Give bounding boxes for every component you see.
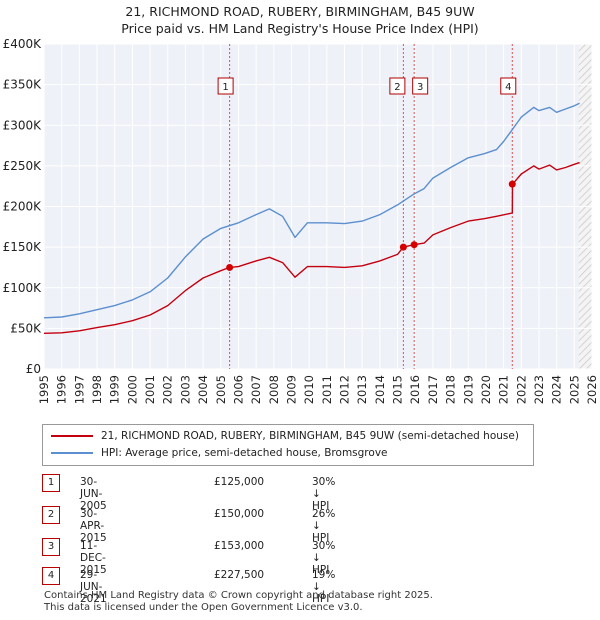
sale-hpi-diff: 30% ↓ HPI <box>312 540 336 576</box>
sale-hpi-diff: 30% ↓ HPI <box>312 476 336 512</box>
sale-number-label: 1 <box>222 82 228 93</box>
x-tick-label: 1996 <box>55 375 69 404</box>
sale-number-badge: 4 <box>42 567 60 585</box>
legend-swatch-price-paid <box>51 435 93 437</box>
sale-price: £125,000 <box>214 476 265 488</box>
legend-item-hpi: HPI: Average price, semi-detached house,… <box>51 447 388 459</box>
x-tick-label: 1999 <box>108 375 122 404</box>
legend-label-price-paid: 21, RICHMOND ROAD, RUBERY, BIRMINGHAM, B… <box>101 430 519 442</box>
x-tick-label: 2015 <box>391 375 405 404</box>
x-tick-label: 2006 <box>231 375 245 404</box>
chart-title: 21, RICHMOND ROAD, RUBERY, BIRMINGHAM, B… <box>125 4 475 19</box>
x-tick-label: 2010 <box>302 375 316 404</box>
sale-date: 11-DEC-2015 <box>80 540 107 576</box>
x-tick-label: 2021 <box>497 375 511 404</box>
sale-price: £150,000 <box>214 508 265 520</box>
sale-number-badge: 3 <box>42 538 60 556</box>
x-tick-label: 2016 <box>408 375 422 404</box>
y-tick-label: £50K <box>10 321 42 335</box>
chart-legend: 21, RICHMOND ROAD, RUBERY, BIRMINGHAM, B… <box>42 424 534 466</box>
x-tick-label: 2026 <box>585 375 599 404</box>
sale-number-box <box>389 77 406 95</box>
sale-price: £227,500 <box>214 569 265 581</box>
sale-number-box <box>500 77 517 95</box>
sale-point <box>508 180 516 188</box>
footer-attribution: Contains HM Land Registry data © Crown c… <box>44 590 433 613</box>
legend-swatch-hpi <box>51 452 93 454</box>
y-tick-label: £300K <box>3 118 43 132</box>
x-tick-label: 1995 <box>37 375 51 404</box>
x-tick-label: 2011 <box>320 375 334 404</box>
sale-number-badge: 1 <box>42 474 60 492</box>
x-tick-label: 2001 <box>143 375 157 404</box>
x-tick-label: 2000 <box>125 375 139 404</box>
x-tick-label: 2009 <box>284 375 298 404</box>
y-tick-label: £200K <box>3 200 43 214</box>
sale-date: 29-JUN-2021 <box>80 569 107 605</box>
x-tick-label: 2022 <box>514 375 528 404</box>
x-tick-label: 2003 <box>178 375 192 404</box>
x-tick-label: 2023 <box>532 375 546 404</box>
x-tick-label: 2008 <box>267 375 281 404</box>
sale-number-label: 3 <box>417 82 423 93</box>
x-tick-label: 2019 <box>461 375 475 404</box>
sale-date: 30-APR-2015 <box>80 508 107 544</box>
footer-line: This data is licensed under the Open Gov… <box>44 601 363 613</box>
y-tick-label: £400K <box>3 37 43 51</box>
x-tick-label: 2020 <box>479 375 493 404</box>
x-tick-label: 2025 <box>567 375 581 404</box>
sale-number-box <box>412 77 429 95</box>
sale-number-box <box>217 77 234 95</box>
sale-hpi-diff: 19% ↓ HPI <box>312 569 336 605</box>
x-tick-label: 2018 <box>444 375 458 404</box>
x-tick-label: 1998 <box>90 375 104 404</box>
chart-subtitle: Price paid vs. HM Land Registry's House … <box>121 21 479 36</box>
y-tick-label: £250K <box>3 159 43 173</box>
x-tick-label: 2004 <box>196 375 210 404</box>
x-tick-label: 2002 <box>161 375 175 404</box>
x-tick-label: 2007 <box>249 375 263 404</box>
y-tick-label: £0 <box>26 362 41 376</box>
price-chart: £0 £50K £100K £150K £200K £250K £300K £350K £400… <box>3 37 599 404</box>
sale-date: 30-JUN-2005 <box>80 476 107 512</box>
footer-line: Contains HM Land Registry data © Crown c… <box>44 590 433 601</box>
sale-hpi-diff: 26% ↓ HPI <box>312 508 336 544</box>
x-tick-label: 2014 <box>373 375 387 404</box>
x-tick-label: 2005 <box>214 375 228 404</box>
x-tick-label: 2013 <box>355 375 369 404</box>
sale-number-label: 4 <box>505 82 511 93</box>
y-tick-label: £100K <box>3 281 43 295</box>
sale-point <box>399 243 407 251</box>
sale-point <box>410 241 418 249</box>
x-tick-label: 1997 <box>72 375 86 404</box>
sale-point <box>226 263 234 271</box>
legend-item-price-paid: 21, RICHMOND ROAD, RUBERY, BIRMINGHAM, B… <box>51 430 519 442</box>
x-tick-label: 2012 <box>338 375 352 404</box>
series-line-hpi <box>43 102 580 319</box>
sale-price: £153,000 <box>214 540 265 552</box>
legend-label-hpi: HPI: Average price, semi-detached house,… <box>101 447 388 459</box>
y-tick-label: £350K <box>3 78 43 92</box>
y-tick-label: £150K <box>3 240 43 254</box>
sale-number-label: 2 <box>394 82 400 93</box>
x-tick-label: 2017 <box>426 375 440 404</box>
series-line-price-paid <box>43 161 580 334</box>
x-tick-label: 2024 <box>550 375 564 404</box>
sale-number-badge: 2 <box>42 506 60 524</box>
